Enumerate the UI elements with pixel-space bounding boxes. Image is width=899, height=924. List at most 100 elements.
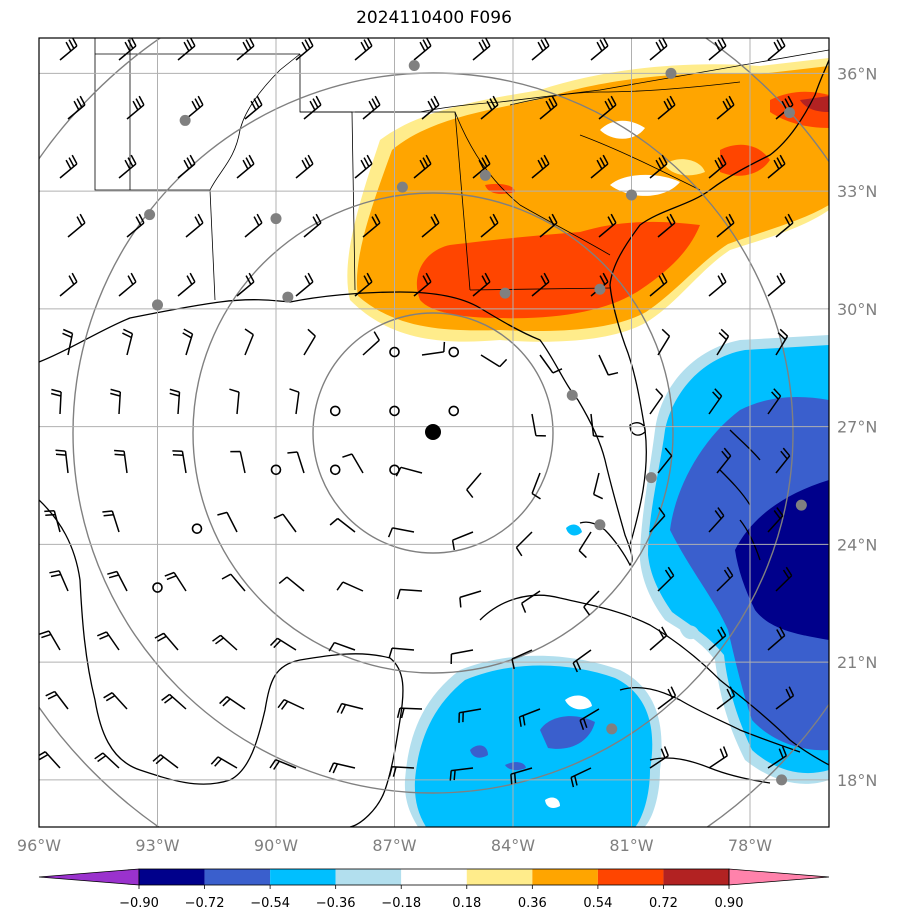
station-dot (396, 181, 408, 193)
calm-marker (389, 464, 400, 476)
wind-barb (649, 388, 664, 415)
wind-barb (336, 581, 364, 592)
wind-barb (126, 213, 145, 238)
wind-barb (329, 517, 356, 533)
lat-tick-label: 18°N (837, 771, 877, 790)
wind-barb (236, 154, 255, 179)
wind-barb (590, 38, 609, 61)
positive-anomaly-area (347, 58, 829, 342)
wind-barb (657, 95, 676, 120)
wind-barb (39, 630, 61, 651)
wind-barb (269, 759, 297, 770)
colorbar-tick-label: −0.36 (316, 896, 356, 911)
station-dot (479, 169, 491, 181)
calm-marker (152, 582, 163, 593)
wind-barb (413, 154, 432, 179)
lat-tick-label: 33°N (837, 182, 877, 201)
colorbar: −0.90 −0.72 −0.54 −0.36 −0.18 0.18 0.36 0.54 0.7… (38, 868, 830, 911)
wind-barb (303, 95, 322, 120)
wind-barb (716, 447, 732, 474)
wind-barb (177, 272, 196, 297)
wind-barb (480, 213, 499, 238)
colorbar-segment (139, 869, 205, 885)
wind-barb (362, 331, 380, 356)
wind-barb (210, 756, 238, 769)
wind-barb (396, 588, 423, 600)
latitude-labels: 36°N 33°N 30°N 27°N 24°N 21°N 18°N (837, 64, 877, 790)
wind-barb (221, 573, 246, 592)
lat-tick-label: 27°N (837, 418, 877, 437)
wind-barb (716, 95, 735, 120)
wind-barb (458, 708, 482, 723)
wind-barb (118, 154, 137, 179)
wind-barb (657, 447, 673, 474)
station-dot (776, 774, 788, 786)
wind-barb (295, 38, 314, 61)
wind-barb (531, 38, 550, 61)
calm-wind-markers (152, 346, 460, 593)
wind-barb (110, 388, 122, 415)
wind-barb (531, 413, 546, 437)
wind-barb (164, 571, 187, 592)
wind-barb (118, 272, 137, 297)
wind-barb (649, 38, 668, 61)
wind-barb (387, 527, 415, 538)
wind-barb (244, 328, 254, 356)
calm-marker (329, 464, 341, 476)
wind-barb (185, 213, 204, 238)
station-dot (594, 519, 606, 531)
lon-tick-label: 96°W (17, 836, 61, 855)
wind-barb (708, 388, 723, 415)
wind-barb (649, 746, 669, 769)
wind-barb (236, 272, 255, 297)
wind-barb (44, 510, 61, 533)
wind-barb (531, 272, 550, 297)
lat-lon-grid (39, 38, 829, 827)
colorbar-segment (597, 869, 664, 885)
wind-barb (421, 213, 440, 238)
wind-barb (510, 767, 533, 785)
wind-barb (767, 626, 786, 651)
colorbar-tick-label: 0.36 (518, 896, 547, 911)
wind-barb (362, 213, 381, 238)
wind-barb (236, 38, 255, 61)
lon-tick-label: 78°W (728, 836, 772, 855)
wind-barb (114, 449, 128, 474)
wind-barb (590, 413, 604, 438)
colorbar-segment (532, 869, 598, 885)
wind-barb (122, 328, 134, 356)
wind-barb (708, 38, 727, 61)
wind-barb (775, 566, 793, 592)
wind-barb (767, 388, 782, 415)
wind-barb (169, 388, 181, 415)
lon-tick-label: 87°W (372, 836, 416, 855)
wind-barb (421, 95, 440, 120)
wind-barb (295, 154, 314, 179)
colorbar-tick-label: 0.18 (452, 896, 481, 911)
colorbar-tick-label: −0.90 (119, 896, 159, 911)
station-dot (784, 107, 795, 119)
station-dot (795, 499, 807, 511)
wind-barb (182, 328, 194, 356)
wind-barb (767, 272, 786, 297)
wind-barb (767, 154, 786, 179)
wind-barb (295, 272, 314, 297)
wind-barb (273, 513, 297, 533)
station-dot (179, 114, 191, 126)
wind-barb (303, 328, 316, 356)
wind-barb (450, 649, 474, 665)
wind-barb (531, 154, 550, 179)
wind-barb (219, 695, 246, 710)
wind-barb (39, 751, 61, 769)
colorbar-tick-label: −0.72 (185, 896, 225, 911)
wind-barb (583, 590, 600, 616)
lat-tick-label: 24°N (837, 535, 877, 554)
wind-barb (230, 450, 246, 474)
wind-barb (480, 354, 508, 368)
station-dot (408, 59, 420, 71)
station-dot (606, 723, 618, 735)
wind-barb (287, 451, 305, 474)
station-dot (152, 299, 163, 311)
